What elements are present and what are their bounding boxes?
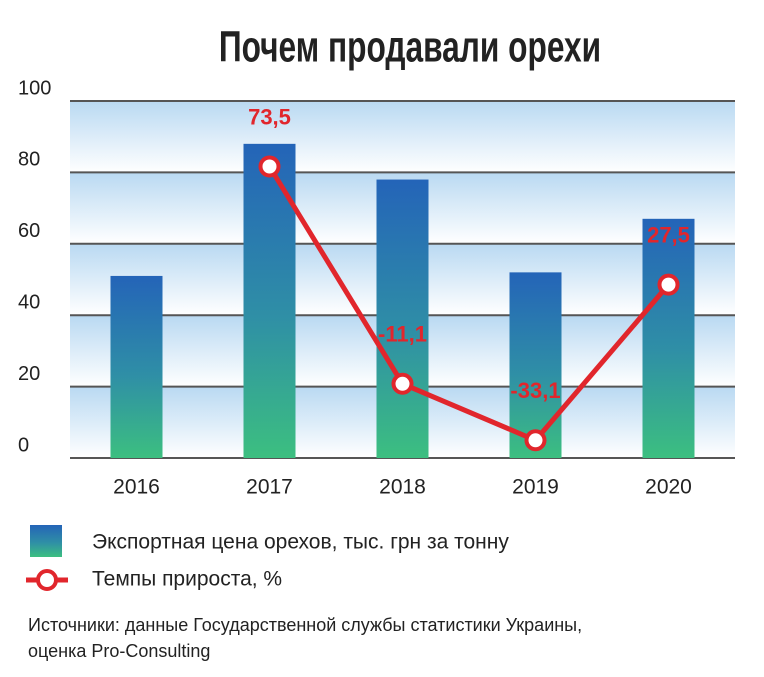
bar xyxy=(642,218,695,458)
legend-swatch xyxy=(30,525,62,557)
y-tick-label: 80 xyxy=(18,149,40,171)
line-marker xyxy=(258,155,281,178)
source-note: оценка Pro-Consulting xyxy=(28,641,210,661)
x-tick-label: 2016 xyxy=(113,476,160,499)
data-label: -11,1 xyxy=(378,322,427,347)
y-tick-label: 20 xyxy=(18,363,40,385)
x-tick-label: 2020 xyxy=(645,476,692,499)
bar xyxy=(243,143,296,458)
bar xyxy=(509,272,562,458)
y-tick-label: 100 xyxy=(18,77,51,99)
legend-marker xyxy=(36,569,58,591)
source-note: Источники: данные Государственной службы… xyxy=(28,615,582,635)
line xyxy=(267,165,671,443)
y-tick-label: 40 xyxy=(18,291,40,313)
data-label: 27,5 xyxy=(647,222,690,247)
x-tick-label: 2018 xyxy=(379,476,426,499)
chart-title: Почем продавали орехи xyxy=(219,23,601,72)
line-marker xyxy=(391,372,414,395)
y-tick-label: 0 xyxy=(18,434,29,456)
bar xyxy=(110,275,163,458)
x-tick-label: 2017 xyxy=(246,476,293,499)
line-marker xyxy=(657,273,680,296)
grid-band xyxy=(70,101,735,173)
bar xyxy=(376,179,429,459)
data-label: -33,1 xyxy=(510,378,560,403)
y-tick-label: 60 xyxy=(18,220,40,242)
data-label: 73,5 xyxy=(248,104,291,129)
legend-label: Экспортная цена орехов, тыс. грн за тонн… xyxy=(92,531,509,554)
x-tick-label: 2019 xyxy=(512,476,559,499)
line-marker xyxy=(524,429,547,452)
legend-label: Темпы прироста, % xyxy=(92,568,282,591)
